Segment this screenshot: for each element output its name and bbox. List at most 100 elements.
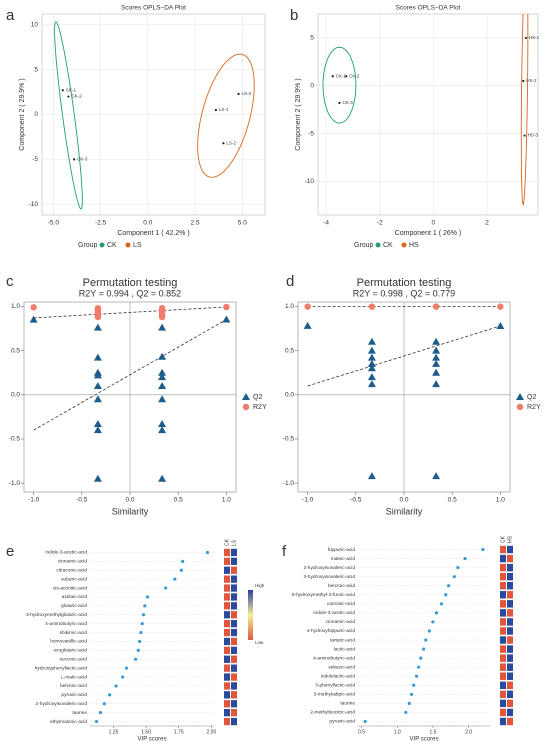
category-label: lactic-acid bbox=[334, 646, 356, 652]
legend-marker bbox=[516, 403, 524, 411]
dot bbox=[456, 566, 460, 570]
chart-title: Scores OPLS−DA Plot bbox=[396, 5, 461, 12]
dot bbox=[434, 611, 439, 615]
legend-marker bbox=[242, 403, 250, 411]
dot bbox=[417, 665, 421, 669]
heat-cell bbox=[507, 708, 513, 717]
x-tick-label: -2.5 bbox=[95, 220, 107, 227]
heat-cell bbox=[224, 709, 230, 717]
x-tick-label: 1.0 bbox=[394, 729, 401, 735]
dot bbox=[107, 693, 112, 697]
heat-cell bbox=[224, 557, 230, 565]
category-label: azelaic-acid bbox=[62, 594, 88, 600]
panel-letter: c bbox=[6, 273, 14, 290]
dot bbox=[141, 613, 146, 617]
heat-cell bbox=[507, 654, 513, 662]
heat-cell bbox=[500, 609, 506, 617]
point bbox=[367, 337, 376, 345]
category-label: 4-aminobutyric-acid bbox=[313, 655, 355, 661]
point bbox=[61, 89, 64, 92]
point bbox=[158, 381, 167, 389]
category-label: maleic-acid bbox=[331, 556, 356, 562]
heat-cell bbox=[231, 548, 237, 557]
category-label: ethylmalonic-acid bbox=[50, 719, 87, 725]
x-tick-label: 1.0 bbox=[222, 497, 231, 504]
dot bbox=[412, 683, 416, 687]
heat-cell bbox=[231, 628, 237, 637]
heat-cell bbox=[507, 572, 513, 581]
point bbox=[524, 36, 528, 40]
panel-letter: d bbox=[286, 273, 294, 290]
category-label: cinnamic-acid bbox=[58, 559, 88, 565]
point bbox=[367, 373, 376, 381]
point bbox=[432, 472, 441, 480]
heat-cell bbox=[507, 609, 513, 617]
point bbox=[223, 303, 230, 311]
heat-cell bbox=[231, 646, 237, 654]
heat-cell bbox=[507, 663, 513, 671]
point-label: HS-2 bbox=[526, 78, 537, 83]
category-label: homovanillic-acid bbox=[50, 639, 87, 645]
point-label: CK-1 bbox=[66, 87, 77, 92]
chart-title: Scores OPLS−DA Plot bbox=[121, 5, 186, 12]
colorbar bbox=[248, 590, 253, 640]
plot-frame bbox=[317, 13, 539, 216]
legend-label: Q2 bbox=[253, 394, 262, 401]
legend-marker bbox=[242, 393, 250, 400]
category-label: 4-hydroxyhippuric-acid bbox=[307, 628, 356, 634]
category-label: citraconic-acid bbox=[56, 568, 87, 574]
x-tick-label: 0.5 bbox=[358, 729, 365, 735]
trend-line bbox=[33, 306, 227, 319]
dot bbox=[145, 595, 150, 599]
heat-cell bbox=[507, 591, 513, 599]
point bbox=[497, 303, 504, 310]
heat-cell bbox=[224, 637, 230, 646]
heat-cell bbox=[224, 673, 230, 681]
category-label: 2-hydroxyisovaleric-acid bbox=[36, 701, 88, 707]
dot bbox=[164, 586, 168, 590]
heat-cell bbox=[231, 575, 237, 583]
y-tick-label: 1.0 bbox=[11, 303, 20, 310]
point bbox=[432, 346, 441, 354]
y-tick-label: 0 bbox=[34, 111, 38, 118]
point-label: CK-1 bbox=[336, 73, 347, 78]
point bbox=[93, 419, 102, 427]
heat-cell bbox=[507, 600, 513, 608]
legend-marker bbox=[516, 393, 524, 400]
heat-cell bbox=[500, 708, 506, 717]
y-tick-label: 0 bbox=[310, 83, 314, 90]
heat-cell bbox=[500, 654, 506, 662]
dot bbox=[427, 629, 431, 633]
dot bbox=[138, 639, 142, 644]
point bbox=[331, 75, 334, 78]
chart-title: Permutation testing bbox=[357, 277, 452, 289]
point bbox=[367, 472, 376, 480]
heat-cell bbox=[231, 709, 237, 717]
legend-label: CK bbox=[383, 242, 393, 249]
heat-cell bbox=[224, 682, 230, 690]
point bbox=[158, 395, 167, 403]
heat-cell bbox=[507, 636, 513, 644]
heat-cell bbox=[224, 628, 230, 637]
category-label: 2-methylisocitric-acid bbox=[310, 710, 355, 716]
heat-cell bbox=[224, 691, 230, 699]
x-tick-label: 2 bbox=[485, 220, 489, 227]
x-tick-label: 0 bbox=[432, 220, 436, 227]
dot bbox=[124, 666, 129, 670]
dot bbox=[452, 575, 456, 579]
category-label: pyruvic-acid bbox=[61, 692, 87, 698]
heat-cell bbox=[507, 554, 513, 563]
point bbox=[158, 474, 167, 482]
heat-cell bbox=[224, 593, 230, 601]
point bbox=[432, 337, 441, 345]
heat-cell bbox=[500, 681, 506, 689]
heat-cell bbox=[507, 618, 513, 626]
heat-cell bbox=[500, 545, 506, 554]
heat-cell bbox=[224, 664, 230, 672]
point bbox=[158, 323, 167, 331]
heat-cell bbox=[231, 717, 237, 726]
y-tick-label: 5 bbox=[34, 66, 38, 73]
point bbox=[432, 368, 441, 376]
point bbox=[304, 303, 311, 310]
